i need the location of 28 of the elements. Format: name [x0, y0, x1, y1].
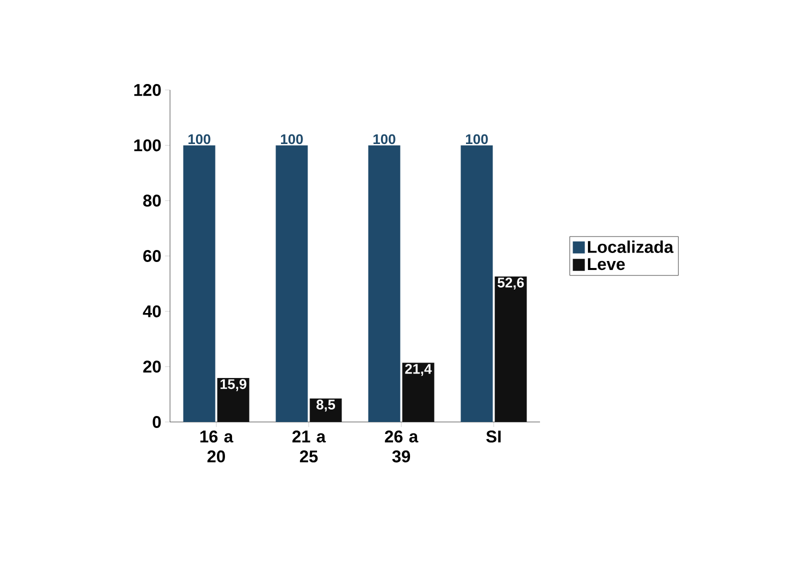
y-tick-label: 20: [143, 360, 161, 373]
data-label: 100: [281, 134, 303, 144]
data-label: 100: [466, 134, 488, 144]
x-tick-label: 16 a 20: [200, 430, 234, 462]
y-tick-label: 0: [152, 416, 161, 428]
data-label: 52,6: [498, 278, 524, 290]
bar: [217, 378, 250, 422]
y-tick-label: 80: [143, 194, 161, 207]
legend-label: Localizada: [588, 240, 674, 253]
data-label: 100: [374, 134, 396, 144]
legend-label: Leve: [588, 258, 625, 270]
x-tick-label: 26 a 39: [384, 430, 418, 462]
y-tick-label: 40: [142, 305, 161, 318]
data-label: 100: [188, 134, 210, 144]
bar: [276, 145, 308, 422]
bar: [494, 276, 527, 422]
bar: [402, 362, 434, 422]
y-tick-label: 120: [134, 84, 161, 96]
x-tick-label: SI: [486, 430, 501, 442]
y-tick-label: 100: [134, 139, 161, 152]
y-tick-label: 60: [143, 250, 161, 262]
data-label: 8,5: [316, 400, 336, 412]
bar: [183, 145, 216, 422]
data-label: 15,9: [220, 379, 246, 392]
data-label: 21,4: [405, 364, 432, 376]
bar: [460, 145, 493, 422]
bar: [368, 145, 400, 422]
x-tick-label: 21 a 25: [292, 430, 326, 462]
